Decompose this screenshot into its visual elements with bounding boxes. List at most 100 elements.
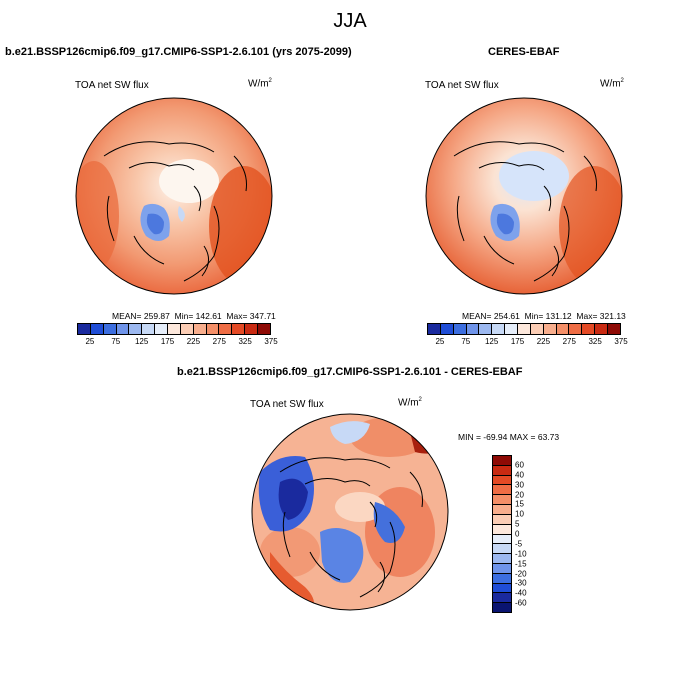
colorbar-swatch — [608, 324, 620, 334]
colorbar-swatch — [556, 324, 570, 334]
colorbar-tick-label: 175 — [160, 337, 175, 346]
panel-2-mean: MEAN= 254.61 — [462, 311, 520, 321]
colorbar-swatch — [493, 475, 511, 486]
panel-1-mean: MEAN= 259.87 — [112, 311, 170, 321]
diff-panel-title: b.e21.BSSP126cmip6.f09_g17.CMIP6-SSP1-2.… — [177, 366, 523, 378]
colorbar-tick-label: 25 — [435, 337, 445, 346]
colorbar-swatch — [440, 324, 454, 334]
colorbar-tick-label: 10 — [515, 509, 524, 519]
panel-1-title: b.e21.BSSP126cmip6.f09_g17.CMIP6-SSP1-2.… — [5, 46, 352, 58]
colorbar-tick-label: 375 — [614, 337, 628, 346]
colorbar-obs — [427, 323, 621, 335]
colorbar-swatch — [428, 324, 441, 334]
colorbar-tick-label: 275 — [562, 337, 576, 346]
panel-2-stats: MEAN= 254.61 Min= 131.12 Max= 321.13 — [462, 311, 626, 321]
colorbar-swatch — [569, 324, 583, 334]
colorbar-difference — [492, 455, 512, 613]
panel-2-variable: TOA net SW flux — [425, 80, 499, 91]
colorbar-tick-label: 225 — [536, 337, 551, 346]
colorbar-swatch — [168, 324, 181, 334]
colorbar-swatch — [493, 563, 511, 574]
colorbar-tick-label: 175 — [510, 337, 525, 346]
colorbar-swatch — [493, 524, 511, 535]
colorbar-swatch — [493, 583, 511, 594]
colorbar-tick-label: 325 — [588, 337, 602, 346]
colorbar-tick-label: 275 — [212, 337, 226, 346]
colorbar-swatch — [492, 324, 506, 334]
colorbar-tick-label: 125 — [484, 337, 499, 346]
colorbar-swatch — [493, 495, 511, 506]
colorbar-swatch — [155, 324, 169, 334]
colorbar-swatch — [493, 593, 511, 604]
colorbar-swatch — [245, 324, 259, 334]
colorbar-tick-label: -15 — [515, 559, 527, 569]
colorbar-swatch — [505, 324, 519, 334]
colorbar-tick-label: 40 — [515, 470, 524, 480]
colorbar-tick-label: -60 — [515, 598, 527, 608]
colorbar-swatch — [206, 324, 220, 334]
diff-panel-variable: TOA net SW flux — [250, 399, 324, 410]
colorbar-swatch — [518, 324, 531, 334]
colorbar-tick-label: 0 — [515, 529, 520, 539]
panel-2-units: W/m2 — [600, 78, 624, 90]
colorbar-swatch — [116, 324, 130, 334]
polar-map-model — [75, 97, 273, 295]
colorbar-tick-label: 325 — [238, 337, 252, 346]
colorbar-swatch — [466, 324, 480, 334]
colorbar-swatch — [78, 324, 91, 334]
colorbar-swatch — [595, 324, 609, 334]
colorbar-swatch — [493, 465, 511, 476]
colorbar-swatch — [90, 324, 104, 334]
panel-2-title: CERES-EBAF — [488, 46, 560, 58]
colorbar-tick-label: 75 — [111, 337, 121, 346]
colorbar-swatch — [530, 324, 544, 334]
colorbar-tick-label: 60 — [515, 460, 524, 470]
polar-map-obs — [425, 97, 623, 295]
colorbar-tick-label: -5 — [515, 539, 523, 549]
colorbar-model — [77, 323, 271, 335]
colorbar-swatch — [180, 324, 194, 334]
panel-2-min: Min= 131.12 — [524, 311, 572, 321]
colorbar-tick-label: 75 — [461, 337, 471, 346]
colorbar-tick-label: 225 — [186, 337, 201, 346]
colorbar-swatch — [219, 324, 233, 334]
colorbar-swatch — [493, 505, 511, 515]
panel-1-variable: TOA net SW flux — [75, 80, 149, 91]
colorbar-tick-label: 20 — [515, 490, 524, 499]
colorbar-swatch — [493, 554, 511, 564]
figure-title: JJA — [333, 10, 367, 32]
colorbar-tick-label: -40 — [515, 588, 527, 598]
colorbar-tick-label: 125 — [134, 337, 149, 346]
diff-panel-units: W/m2 — [398, 397, 422, 409]
colorbar-swatch — [232, 324, 246, 334]
colorbar-tick-label: 25 — [85, 337, 95, 346]
colorbar-swatch — [493, 534, 511, 545]
colorbar-swatch — [193, 324, 207, 334]
colorbar-swatch — [453, 324, 467, 334]
colorbar-swatch — [493, 514, 511, 525]
panel-1-stats: MEAN= 259.87 Min= 142.61 Max= 347.71 — [112, 311, 276, 321]
colorbar-tick-label: 15 — [515, 499, 524, 509]
colorbar-tick-label: 5 — [515, 519, 520, 529]
colorbar-swatch — [258, 324, 270, 334]
colorbar-swatch — [493, 603, 511, 612]
colorbar-swatch — [493, 573, 511, 584]
panel-1-max: Max= 347.71 — [226, 311, 276, 321]
colorbar-swatch — [493, 456, 511, 466]
colorbar-tick-label: -30 — [515, 578, 527, 588]
polar-map-difference — [251, 413, 449, 611]
panel-2-max: Max= 321.13 — [576, 311, 626, 321]
panel-1-units: W/m2 — [248, 78, 272, 90]
colorbar-swatch — [142, 324, 156, 334]
colorbar-swatch — [479, 324, 493, 334]
colorbar-tick-label: 375 — [264, 337, 278, 346]
diff-panel-minmax: MIN = -69.94 MAX = 63.73 — [458, 432, 560, 442]
colorbar-tick-label: -20 — [515, 569, 527, 578]
colorbar-swatch — [493, 544, 511, 555]
colorbar-swatch — [129, 324, 143, 334]
colorbar-swatch — [582, 324, 596, 334]
colorbar-swatch — [103, 324, 117, 334]
panel-1-min: Min= 142.61 — [174, 311, 222, 321]
colorbar-swatch — [543, 324, 557, 334]
colorbar-swatch — [493, 485, 511, 496]
